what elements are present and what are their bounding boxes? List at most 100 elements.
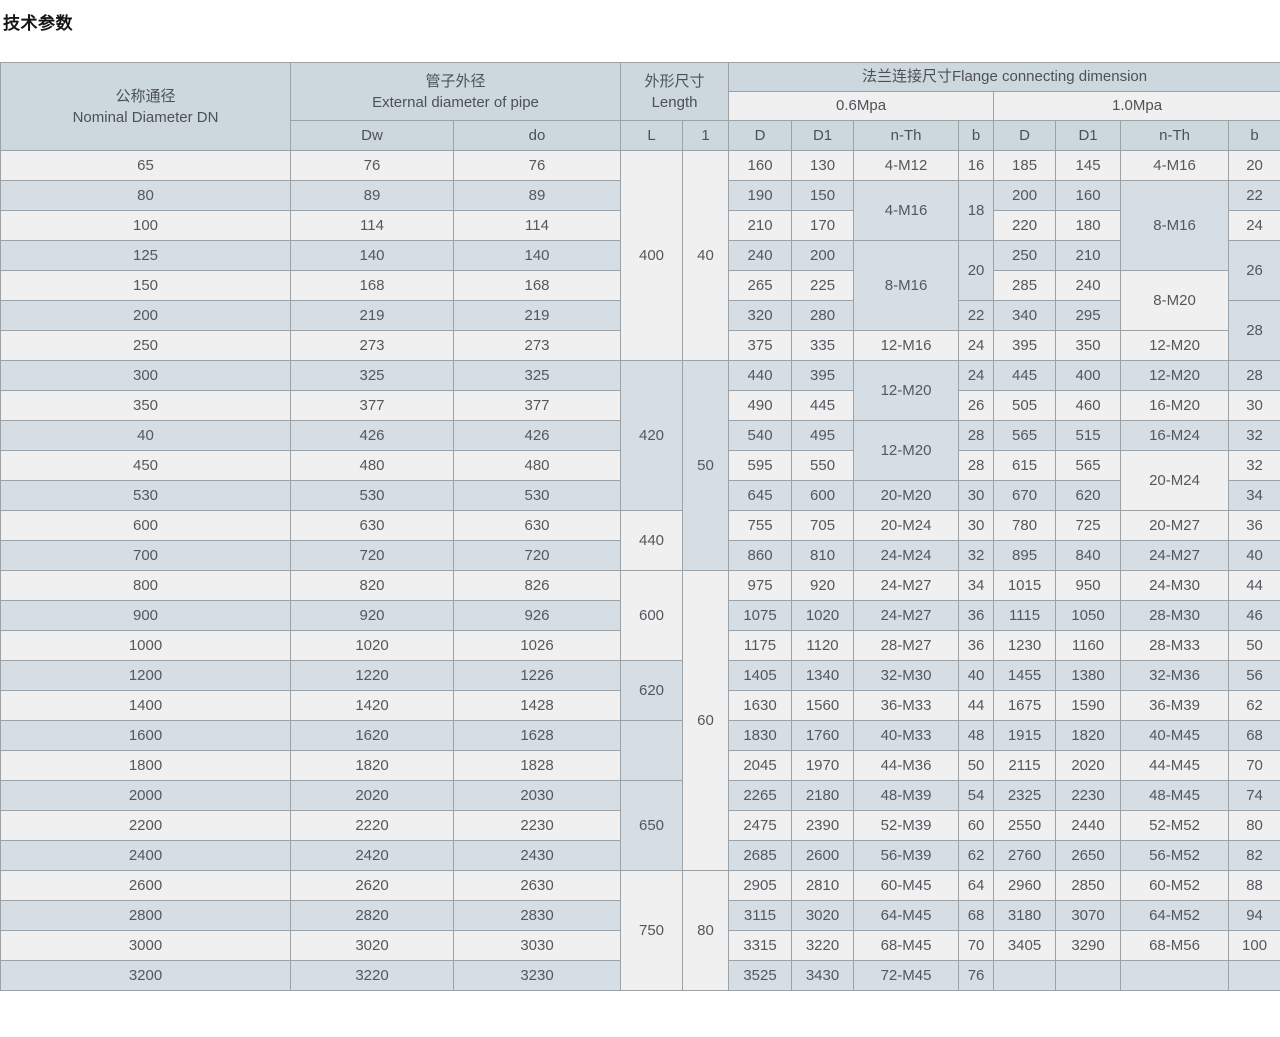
table-cell: 3220 xyxy=(290,960,454,991)
table-cell xyxy=(1055,960,1122,991)
table-row: 1400 1420 1428 1630 1560 36-M33 44 1675 1590 36-M… xyxy=(0,690,1280,721)
table-cell: 40-M33 xyxy=(853,720,960,751)
table-cell: 480 xyxy=(290,450,454,481)
table-cell: 32 xyxy=(958,540,995,571)
table-cell: 820 xyxy=(290,570,454,601)
table-cell: 630 xyxy=(452,510,622,541)
header-sub-do: do xyxy=(452,120,622,151)
table-cell: 40 xyxy=(1228,540,1280,571)
table-cell: 615 xyxy=(993,450,1057,481)
header-pressure-06: 0.6Mpa xyxy=(728,91,995,121)
table-cell: 2020 xyxy=(290,780,454,811)
table-cell: 3020 xyxy=(290,930,454,961)
table-cell: 185 xyxy=(993,150,1057,181)
table-cell: 89 xyxy=(452,180,622,211)
table-row: 65 76 76 400 40 160 130 4-M12 16 185 145 4-M16 20 xyxy=(0,150,1280,361)
table-cell: 3405 xyxy=(993,930,1057,961)
table-cell: 2020 xyxy=(1055,750,1122,781)
table-cell: 900 xyxy=(0,600,291,631)
table-cell: 375 xyxy=(728,330,793,361)
table-cell: 395 xyxy=(993,330,1057,361)
table-cell: 600 xyxy=(0,510,291,541)
table-cell: 1380 xyxy=(1055,660,1122,691)
table-cell: 48-M45 xyxy=(1120,780,1230,811)
table-row: 600 630 630 440 755 705 20-M24 30 780 725 20-M27 36 xyxy=(0,510,1280,571)
table-cell: 62 xyxy=(958,840,995,871)
table-row: 1800 1820 1828 2045 1970 44-M36 50 2115 2020 44-M… xyxy=(0,750,1280,781)
table-cell: 44 xyxy=(1228,570,1280,601)
table-cell: 2030 xyxy=(452,780,622,811)
table-cell: 12-M20 xyxy=(1120,360,1230,391)
table-cell: 325 xyxy=(452,360,622,391)
table-cell: 150 xyxy=(0,270,291,301)
table-cell: 1200 xyxy=(0,660,291,691)
table-row: 200 219 219 320 280 22 340 295 28 xyxy=(0,300,1280,361)
table-cell: 440 xyxy=(620,510,684,571)
table-cell xyxy=(1228,960,1280,991)
table-cell: 1175 xyxy=(728,630,793,661)
table-cell: 36 xyxy=(958,600,995,631)
table-cell: 68 xyxy=(958,900,995,931)
table-cell: 1820 xyxy=(1055,720,1122,751)
table-cell: 350 xyxy=(0,390,291,421)
table-cell: 755 xyxy=(728,510,793,541)
table-cell: 22 xyxy=(958,300,995,331)
table-cell xyxy=(620,720,684,781)
header-pressure-10: 1.0Mpa xyxy=(993,91,1280,121)
table-cell: 24-M30 xyxy=(1120,570,1230,601)
header-sub-nth-06: n-Th xyxy=(853,120,960,151)
table-cell: 16 xyxy=(958,150,995,181)
table-cell: 720 xyxy=(290,540,454,571)
table-cell: 250 xyxy=(0,330,291,361)
table-cell: 140 xyxy=(452,240,622,271)
table-cell: 2000 xyxy=(0,780,291,811)
table-cell: 1075 xyxy=(728,600,793,631)
table-cell: 40-M45 xyxy=(1120,720,1230,751)
table-cell: 320 xyxy=(728,300,793,331)
table-cell: 377 xyxy=(290,390,454,421)
table-cell: 18 xyxy=(958,180,995,241)
header-pipe-diameter: 管子外径 External diameter of pipe xyxy=(289,62,622,121)
table-cell xyxy=(993,960,1057,991)
table-cell: 2810 xyxy=(791,870,855,901)
table-cell: 56-M52 xyxy=(1120,840,1230,871)
table-cell: 540 xyxy=(728,420,793,451)
table-cell: 600 xyxy=(620,570,684,661)
header-group-row: 公称通径 Nominal Diameter DN 管子外径 External d… xyxy=(0,62,1280,151)
table-cell: 60 xyxy=(958,810,995,841)
table-cell: 89 xyxy=(290,180,454,211)
table-row: 530 530 530 645 600 20-M20 30 670 620 34 xyxy=(0,480,1280,511)
table-row: 2200 2220 2230 2475 2390 52-M39 60 2550 2440 52-M… xyxy=(0,810,1280,841)
table-cell: 8-M16 xyxy=(1120,180,1230,271)
table-cell: 2180 xyxy=(791,780,855,811)
table-cell: 2685 xyxy=(728,840,793,871)
table-cell: 1026 xyxy=(452,630,622,661)
table-row: 900 920 926 1075 1020 24-M27 36 1115 1050 28-M30 4… xyxy=(0,600,1280,631)
table-cell: 480 xyxy=(452,450,622,481)
table-cell: 68 xyxy=(1228,720,1280,751)
table-cell: 600 xyxy=(791,480,855,511)
table-header: 公称通径 Nominal Diameter DN 管子外径 External d… xyxy=(0,62,1280,151)
table-cell: 1628 xyxy=(452,720,622,751)
table-cell: 350 xyxy=(1055,330,1122,361)
table-cell: 52-M39 xyxy=(853,810,960,841)
table-cell: 3020 xyxy=(791,900,855,931)
table-cell: 1455 xyxy=(993,660,1057,691)
table-cell: 24-M24 xyxy=(853,540,960,571)
table-cell: 1590 xyxy=(1055,690,1122,721)
table-cell: 2045 xyxy=(728,750,793,781)
table-cell: 1630 xyxy=(728,690,793,721)
header-length: 外形尺寸 Length xyxy=(620,62,730,121)
header-sub-d1-06: D1 xyxy=(791,120,855,151)
table-cell: 12-M20 xyxy=(853,360,960,421)
table-row: 2000 2020 2030 650 2265 2180 48-M39 54 2325 2230 4… xyxy=(0,780,1280,871)
table-cell: 3315 xyxy=(728,930,793,961)
table-cell: 1600 xyxy=(0,720,291,751)
header-sub-row: Dw do L 1 D D1 n-Th b D D1 n-Th b xyxy=(1,120,1280,151)
header-sub-nth-10: n-Th xyxy=(1120,120,1230,151)
table-cell: 82 xyxy=(1228,840,1280,871)
table-cell: 630 xyxy=(290,510,454,541)
table-cell: 1915 xyxy=(993,720,1057,751)
table-cell: 2325 xyxy=(993,780,1057,811)
table-cell: 56 xyxy=(1228,660,1280,691)
